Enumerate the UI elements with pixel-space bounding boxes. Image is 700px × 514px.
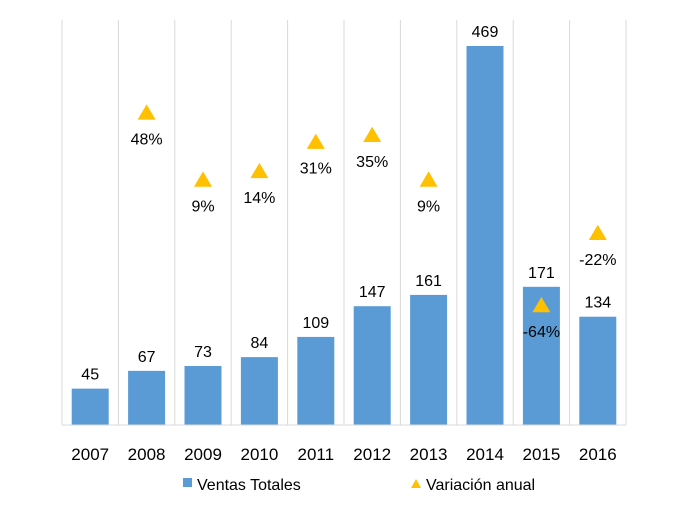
bar (297, 336, 335, 425)
bar-data-label: 109 (302, 315, 329, 332)
marker-triangle (250, 162, 269, 179)
bar (353, 306, 391, 425)
marker-data-label: 48% (131, 131, 163, 148)
bar-data-label: 67 (138, 349, 156, 366)
marker-data-label: -64% (523, 324, 560, 341)
bar (184, 366, 222, 425)
marker-triangle (419, 171, 438, 187)
marker-triangle (194, 171, 212, 187)
x-tick-label: 2015 (522, 445, 560, 464)
x-tick-label: 2008 (128, 445, 166, 464)
marker-triangle (532, 296, 551, 313)
x-tick-label: 2011 (298, 445, 335, 464)
marker-triangle (363, 126, 382, 142)
bar-data-label: 73 (194, 344, 212, 361)
marker-triangle (137, 104, 156, 120)
legend-label-variacion: Variación anual (426, 477, 535, 494)
marker-data-label: 35% (356, 154, 388, 171)
marker-series (137, 104, 607, 313)
bar-data-label: 147 (359, 284, 386, 301)
x-axis-tick-labels: 2007 2008 2009 2010 2011 2012 2013 2014 2015 2016 (71, 445, 616, 464)
x-tick-label: 2013 (410, 445, 448, 464)
bar-data-label: 171 (528, 265, 555, 282)
x-tick-label: 2012 (353, 445, 391, 464)
x-tick-label: 2007 (71, 445, 109, 464)
x-tick-label: 2016 (579, 445, 617, 464)
marker-data-label: 14% (243, 190, 275, 207)
marker-data-label: 9% (417, 199, 440, 216)
legend[interactable]: Ventas Totales Variación anual (183, 477, 535, 494)
bar-data-labels: 45 67 73 84 109 147 161 469 171 134 (81, 24, 611, 384)
marker-data-labels: 48% 9% 14% 31% 35% 9% -64% -22% (131, 131, 617, 341)
bar-data-label: 161 (415, 273, 442, 290)
marker-triangle (588, 224, 607, 241)
x-tick-label: 2014 (466, 445, 504, 464)
bar (128, 370, 166, 425)
marker-data-label: -22% (579, 252, 616, 269)
marker-data-label: 31% (300, 161, 332, 178)
bar-data-label: 84 (251, 335, 269, 352)
bar (466, 46, 504, 425)
bar (240, 357, 278, 425)
x-tick-label: 2010 (240, 445, 278, 464)
legend-swatch-variacion (411, 479, 421, 488)
legend-swatch-ventas (183, 478, 192, 487)
marker-data-label: 9% (191, 199, 214, 216)
marker-triangle (306, 133, 325, 149)
bar-data-label: 469 (472, 24, 499, 41)
bar (410, 294, 448, 425)
gridlines (61, 20, 627, 425)
bar-data-label: 45 (81, 367, 99, 384)
x-tick-label: 2009 (184, 445, 222, 464)
bar (579, 316, 617, 425)
bar (71, 388, 109, 425)
bar-data-label: 134 (584, 295, 611, 312)
legend-label-ventas: Ventas Totales (197, 477, 301, 494)
bar-series (71, 46, 617, 425)
